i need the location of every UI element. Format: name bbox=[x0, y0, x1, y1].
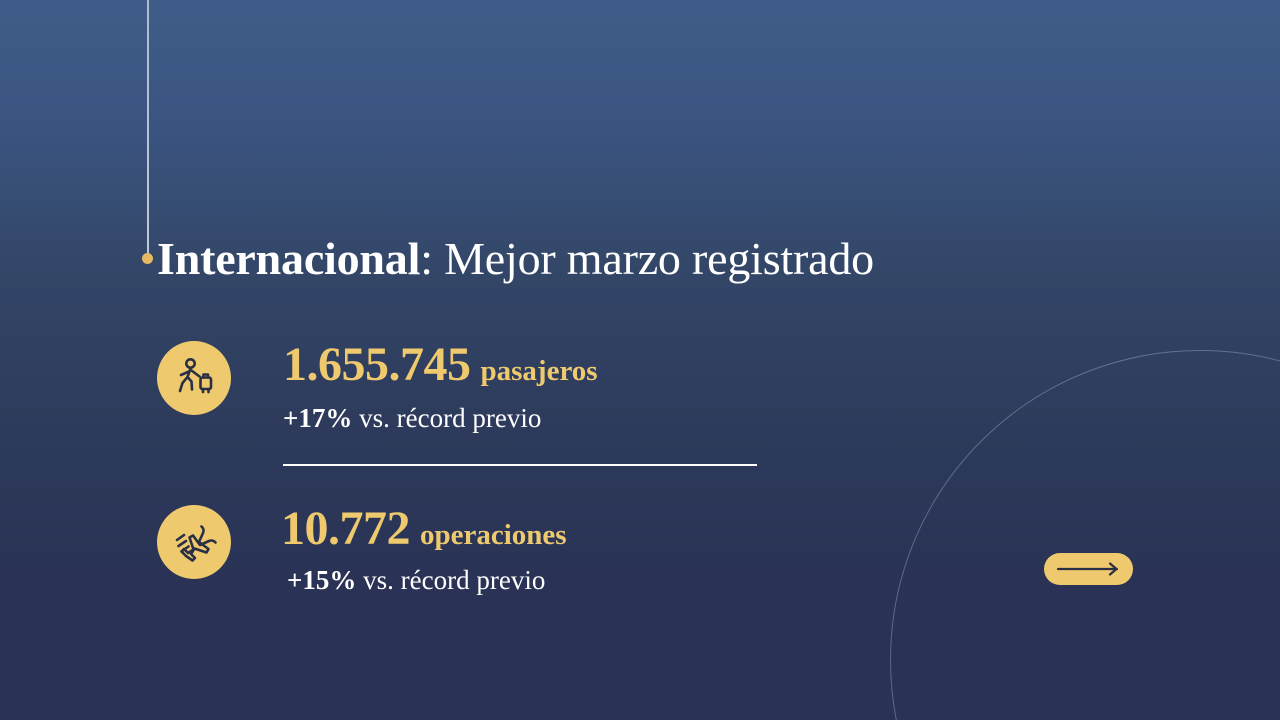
vertical-accent-line bbox=[147, 0, 149, 258]
stat-passengers-number: 1.655.745 bbox=[283, 338, 471, 391]
page-title-strong: Internacional bbox=[157, 233, 421, 284]
stat-operations-text: 10.772 operaciones +15% vs. récord previo bbox=[281, 505, 567, 594]
decorative-arc bbox=[890, 350, 1280, 720]
stat-passengers-comparison: vs. récord previo bbox=[352, 403, 542, 433]
stat-operations-headline: 10.772 operaciones bbox=[281, 505, 567, 553]
passenger-with-luggage-icon bbox=[157, 341, 231, 415]
stat-operations: 10.772 operaciones +15% vs. récord previo bbox=[157, 505, 567, 594]
stat-passengers-unit: pasajeros bbox=[480, 355, 598, 387]
arrow-right-icon bbox=[1056, 561, 1122, 577]
stat-operations-sub: +15% vs. récord previo bbox=[287, 567, 567, 594]
stat-passengers: 1.655.745 pasajeros +17% vs. récord previ… bbox=[157, 341, 598, 432]
stat-passengers-change: +17% bbox=[283, 403, 353, 433]
stat-operations-comparison: vs. récord previo bbox=[356, 565, 546, 595]
stat-passengers-text: 1.655.745 pasajeros +17% vs. récord previ… bbox=[283, 341, 598, 432]
stat-passengers-headline: 1.655.745 pasajeros bbox=[283, 341, 598, 389]
page-title: Internacional: Mejor marzo registrado bbox=[157, 228, 874, 290]
accent-dot bbox=[142, 253, 153, 264]
next-button[interactable] bbox=[1044, 553, 1133, 585]
airplane-takeoff-icon bbox=[157, 505, 231, 579]
stat-operations-unit: operaciones bbox=[420, 519, 567, 551]
stat-operations-number: 10.772 bbox=[281, 502, 411, 555]
stat-operations-change: +15% bbox=[287, 565, 357, 595]
stat-passengers-sub: +17% vs. récord previo bbox=[283, 405, 598, 432]
page-title-rest: : Mejor marzo registrado bbox=[420, 233, 874, 284]
stats-divider bbox=[283, 464, 757, 466]
